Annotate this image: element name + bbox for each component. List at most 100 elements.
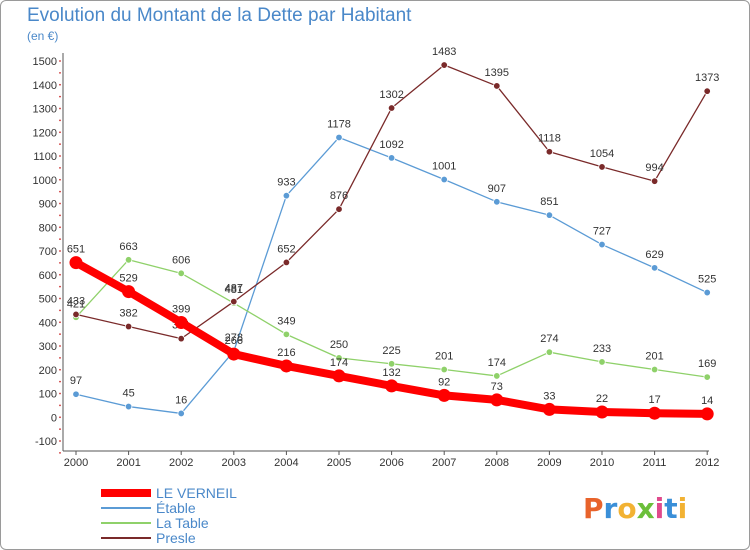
data-point--table (335, 133, 343, 142)
data-point-presle (440, 61, 448, 69)
y-tick-label: 900 (39, 199, 57, 211)
data-point-presle (230, 297, 238, 306)
legend-label-presle: Presle (156, 530, 196, 546)
legend-label-la-table: La Table (156, 515, 209, 531)
data-label-la-table: 201 (645, 351, 663, 363)
data-label-presle: 876 (330, 190, 348, 202)
data-point-le-verneil (227, 347, 241, 361)
data-label-la-table: 274 (540, 333, 558, 345)
y-minor-tick-mark (59, 356, 61, 359)
data-point-presle (387, 104, 396, 112)
x-tick-label: 2006 (379, 457, 403, 469)
legend-label-le-verneil: LE VERNEIL (156, 485, 237, 501)
y-tick-mark (59, 107, 61, 110)
y-minor-tick-mark (59, 380, 61, 383)
data-point-le-verneil (542, 402, 556, 416)
y-tick-mark (59, 155, 61, 157)
data-label-le-verneil: 33 (543, 390, 555, 402)
data-point-la-table (335, 354, 343, 362)
y-tick-label: 300 (39, 341, 57, 353)
data-label-le-verneil: 399 (172, 303, 190, 315)
y-tick-mark (59, 345, 61, 347)
data-point-presle (703, 87, 711, 95)
data-point-le-verneil (122, 285, 136, 299)
data-label--table: 45 (122, 388, 134, 400)
y-tick-label: 100 (39, 389, 57, 401)
data-label-presle: 382 (119, 308, 137, 320)
data-label--table: 907 (488, 183, 506, 195)
y-tick-mark (59, 392, 61, 395)
data-point-le-verneil (648, 406, 662, 420)
data-point--table (440, 175, 448, 184)
x-tick-label: 2009 (537, 457, 561, 469)
data-point--table (124, 402, 133, 411)
data-label-la-table: 606 (172, 254, 190, 266)
data-label-la-table: 481 (225, 284, 243, 296)
data-label--table: 1092 (379, 139, 403, 151)
data-label-la-table: 663 (119, 241, 137, 253)
data-label-presle: 487 (225, 283, 243, 295)
y-tick-label: 1000 (33, 175, 57, 187)
data-point--table (72, 390, 80, 398)
data-point--table (177, 409, 185, 418)
data-label--table: 278 (225, 332, 243, 344)
y-tick-label: 500 (39, 294, 57, 306)
x-tick-label: 2002 (169, 457, 193, 469)
data-point-la-table (545, 348, 554, 356)
y-tick-mark (59, 60, 61, 62)
y-tick-mark (59, 83, 61, 86)
x-tick-label: 2011 (643, 457, 667, 469)
data-label-le-verneil: 651 (67, 244, 85, 256)
data-point-le-verneil (700, 407, 714, 421)
y-minor-tick-mark (59, 285, 61, 288)
x-tick-label: 2007 (432, 457, 456, 469)
data-point-le-verneil (490, 393, 504, 407)
data-label--table: 933 (277, 177, 295, 189)
data-label-la-table: 225 (382, 345, 400, 357)
data-label--table: 16 (175, 394, 187, 406)
y-tick-label: 1500 (33, 56, 57, 68)
data-point-presle (650, 177, 659, 185)
y-minor-tick-mark (59, 190, 61, 193)
y-tick-label: 1100 (33, 151, 57, 163)
y-minor-tick-mark (59, 95, 61, 98)
y-minor-tick-mark (59, 309, 61, 312)
data-point-la-table (650, 365, 659, 374)
data-label-le-verneil: 14 (701, 395, 713, 407)
data-point-le-verneil (69, 256, 83, 270)
y-tick-label: -100 (35, 436, 57, 448)
data-label-presle: 652 (277, 243, 295, 255)
data-point-presle (545, 148, 554, 156)
data-label-la-table: 169 (698, 358, 716, 370)
y-tick-mark (59, 368, 61, 371)
data-point-la-table (703, 373, 711, 381)
y-tick-mark (59, 273, 61, 276)
y-minor-tick-mark (59, 428, 61, 431)
legend-label--table: Étable (156, 500, 196, 516)
y-minor-tick-mark (59, 71, 61, 74)
data-point-la-table (282, 330, 291, 339)
x-tick-label: 2003 (222, 457, 246, 469)
y-tick-label: 1300 (33, 104, 57, 116)
data-label-le-verneil: 216 (277, 347, 295, 359)
data-point-la-table (387, 360, 396, 368)
data-point-presle (177, 334, 185, 343)
y-minor-tick-mark (59, 451, 61, 454)
data-point--table (282, 191, 291, 200)
data-label--table: 97 (70, 375, 82, 387)
data-label-le-verneil: 132 (382, 367, 400, 379)
data-point--table (650, 264, 659, 272)
x-tick-label: 2010 (590, 457, 614, 469)
data-label-la-table: 421 (67, 298, 85, 310)
y-tick-mark (59, 321, 61, 324)
data-point-presle (72, 310, 80, 319)
y-tick-mark (59, 178, 61, 181)
data-label-presle: 1373 (695, 72, 719, 84)
chart-unit-label: (en €) (27, 29, 59, 43)
y-tick-label: 800 (39, 222, 57, 234)
data-point-le-verneil (279, 359, 293, 373)
y-tick-label: 1400 (33, 80, 57, 92)
y-minor-tick-mark (59, 143, 61, 146)
